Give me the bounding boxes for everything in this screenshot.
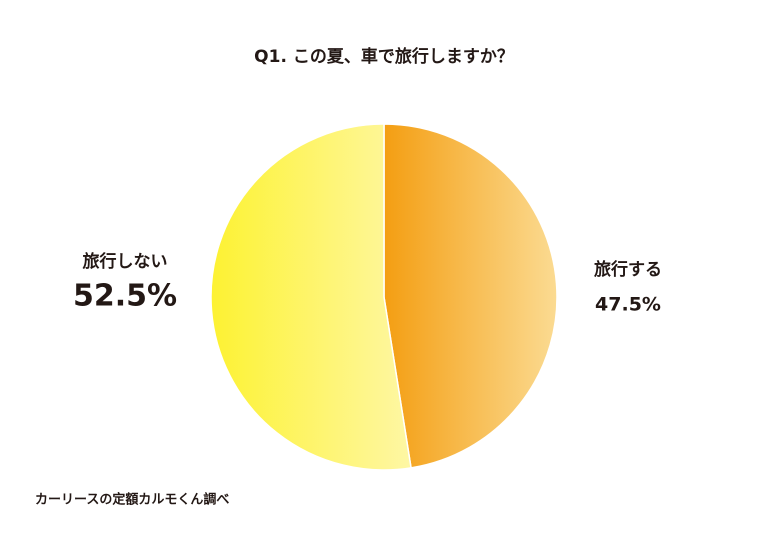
source-note: カーリースの定額カルモくん調べ bbox=[35, 492, 229, 508]
slice-value-label: 47.5% bbox=[595, 294, 661, 316]
slice-label: 旅行する bbox=[594, 259, 662, 280]
pie-slice bbox=[383, 123, 558, 469]
slice-value-label: 52.5% bbox=[73, 279, 177, 314]
slice-label: 旅行しない bbox=[83, 251, 168, 272]
pie-slice bbox=[210, 123, 412, 471]
chart-title: Q1. この夏、車で旅行しますか？ bbox=[254, 46, 514, 67]
